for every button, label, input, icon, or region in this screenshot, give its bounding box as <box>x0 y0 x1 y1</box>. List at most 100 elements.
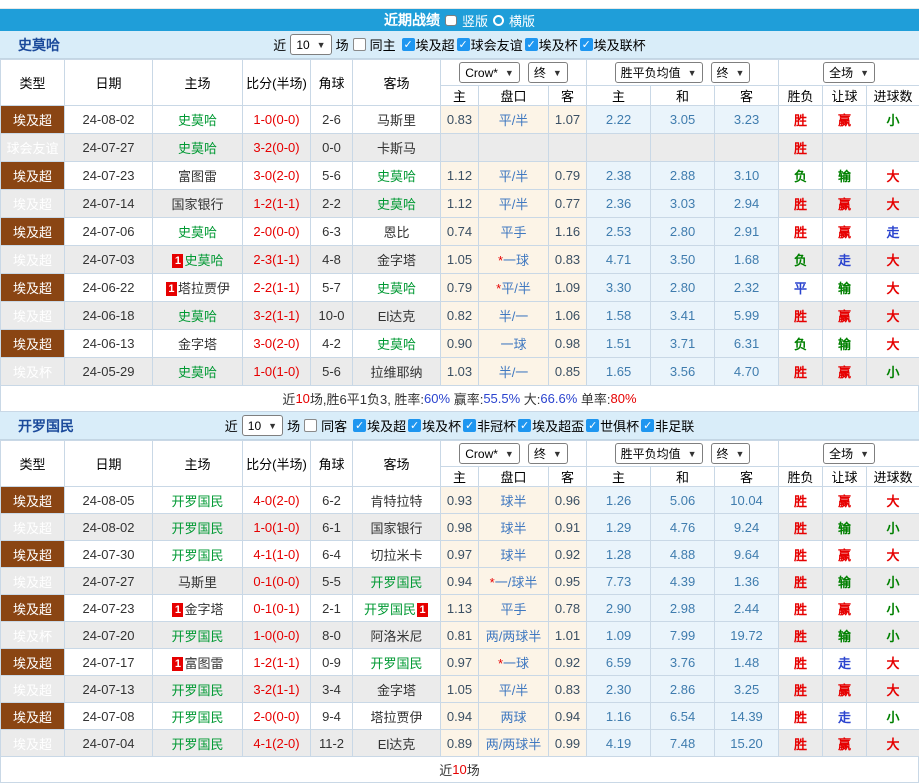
league-cell: 埃及超 <box>1 218 65 246</box>
home-team-link[interactable]: 富图雷 <box>184 656 223 671</box>
home-team-link[interactable]: 史莫哈 <box>178 365 217 380</box>
away-team-link[interactable]: 塔拉贾伊 <box>370 710 422 725</box>
home-team-link[interactable]: 塔拉贾伊 <box>178 281 230 296</box>
away-odds-cell: 0.98 <box>549 330 587 358</box>
league-cell: 球会友谊 <box>1 134 65 162</box>
away-team-link[interactable]: 国家银行 <box>370 521 422 536</box>
same-venue-checkbox[interactable] <box>304 419 317 432</box>
league-checkbox[interactable]: ✓ <box>457 38 470 51</box>
away-team-link[interactable]: 史莫哈 <box>377 337 416 352</box>
mean-away-cell: 2.94 <box>715 190 779 218</box>
league-filter-item: ✓埃及联杯 <box>580 35 646 54</box>
league-checkbox[interactable]: ✓ <box>641 419 654 432</box>
away-team-cell: 金字塔 <box>353 676 441 703</box>
league-checkbox[interactable]: ✓ <box>353 419 366 432</box>
games-count-select[interactable]: 10▼ <box>290 34 331 55</box>
away-team-cell: 拉维耶纳 <box>353 358 441 386</box>
home-team-link[interactable]: 马斯里 <box>178 575 217 590</box>
team-name-link[interactable]: 开罗国民 <box>18 412 74 439</box>
league-checkbox[interactable]: ✓ <box>580 38 593 51</box>
team-name-link[interactable]: 史莫哈 <box>18 31 60 58</box>
mean-stage-select[interactable]: 终▼ <box>711 443 751 464</box>
home-team-link[interactable]: 富图雷 <box>178 169 217 184</box>
summary-part: 55.5% <box>483 391 520 406</box>
subcol-odds-home: 主 <box>441 86 479 106</box>
home-team-link[interactable]: 开罗国民 <box>171 494 223 509</box>
home-team-link[interactable]: 开罗国民 <box>171 683 223 698</box>
home-team-link[interactable]: 史莫哈 <box>178 309 217 324</box>
corner-cell: 6-1 <box>311 514 353 541</box>
away-team-cell: 金字塔 <box>353 246 441 274</box>
league-checkbox[interactable]: ✓ <box>586 419 599 432</box>
away-team-link[interactable]: 金字塔 <box>377 253 416 268</box>
home-team-link[interactable]: 开罗国民 <box>171 629 223 644</box>
away-team-link[interactable]: 拉维耶纳 <box>370 365 422 380</box>
home-team-link[interactable]: 金字塔 <box>178 337 217 352</box>
odds-stage-select[interactable]: 终▼ <box>528 443 568 464</box>
home-team-cell: 史莫哈 <box>153 218 243 246</box>
league-checkbox[interactable]: ✓ <box>408 419 421 432</box>
odds-company-select[interactable]: Crow*▼ <box>459 62 520 83</box>
mean-source-select[interactable]: 胜平负均值▼ <box>615 443 703 464</box>
mean-away-cell: 14.39 <box>715 703 779 730</box>
home-team-link[interactable]: 史莫哈 <box>184 253 223 268</box>
same-venue-checkbox[interactable] <box>353 38 366 51</box>
col-score-header: 比分(半场) <box>243 60 311 106</box>
away-team-link[interactable]: 肯特拉特 <box>370 494 422 509</box>
mean-stage-select[interactable]: 终▼ <box>711 62 751 83</box>
handicap-result-cell: 输 <box>823 162 867 190</box>
away-odds-cell: 0.96 <box>549 487 587 514</box>
odds-stage-select[interactable]: 终▼ <box>528 62 568 83</box>
score-cell: 2-0(0-0) <box>243 703 311 730</box>
league-checkbox-label: 埃及超 <box>416 35 455 54</box>
away-odds-cell: 0.85 <box>549 358 587 386</box>
away-team-link[interactable]: 阿洛米尼 <box>370 629 422 644</box>
away-team-link[interactable]: 史莫哈 <box>377 281 416 296</box>
layout-radio-horizontal[interactable] <box>493 15 504 26</box>
away-team-link[interactable]: El达克 <box>378 309 416 324</box>
scope-select[interactable]: 全场▼ <box>823 443 875 464</box>
away-team-link[interactable]: 开罗国民 <box>364 602 416 617</box>
away-team-link[interactable]: 开罗国民 <box>370 656 422 671</box>
away-team-link[interactable]: 卡斯马 <box>377 141 416 156</box>
away-team-link[interactable]: 史莫哈 <box>377 197 416 212</box>
away-team-link[interactable]: 马斯里 <box>377 113 416 128</box>
odds-company-select[interactable]: Crow*▼ <box>459 443 520 464</box>
games-count-select[interactable]: 10▼ <box>242 415 283 436</box>
goals-result-cell: 小 <box>867 514 919 541</box>
score-cell: 1-2(1-1) <box>243 649 311 676</box>
home-team-link[interactable]: 史莫哈 <box>178 225 217 240</box>
layout-radio-vertical[interactable] <box>445 15 457 26</box>
league-checkbox-label: 世俱杯 <box>600 416 639 435</box>
mean-source-select[interactable]: 胜平负均值▼ <box>615 62 703 83</box>
away-team-link[interactable]: 切拉米卡 <box>370 548 422 563</box>
mean-away-cell: 9.64 <box>715 541 779 568</box>
scope-select[interactable]: 全场▼ <box>823 62 875 83</box>
home-team-link[interactable]: 国家银行 <box>171 197 223 212</box>
away-team-link[interactable]: 恩比 <box>383 225 409 240</box>
home-team-link[interactable]: 开罗国民 <box>171 737 223 752</box>
away-team-link[interactable]: 金字塔 <box>377 683 416 698</box>
away-team-link[interactable]: El达克 <box>378 737 416 752</box>
league-checkbox[interactable]: ✓ <box>525 38 538 51</box>
home-team-link[interactable]: 开罗国民 <box>171 710 223 725</box>
league-checkbox[interactable]: ✓ <box>518 419 531 432</box>
home-team-link[interactable]: 金字塔 <box>184 602 223 617</box>
away-team-link[interactable]: 史莫哈 <box>377 169 416 184</box>
home-team-link[interactable]: 开罗国民 <box>171 548 223 563</box>
goals-result-cell: 大 <box>867 274 919 302</box>
league-checkbox[interactable]: ✓ <box>463 419 476 432</box>
away-team-cell: 恩比 <box>353 218 441 246</box>
date-cell: 24-08-02 <box>65 106 153 134</box>
home-team-link[interactable]: 开罗国民 <box>171 521 223 536</box>
home-team-link[interactable]: 史莫哈 <box>178 113 217 128</box>
home-odds-cell: 0.83 <box>441 106 479 134</box>
rank-badge: 1 <box>166 282 177 296</box>
league-checkbox[interactable]: ✓ <box>402 38 415 51</box>
away-team-link[interactable]: 开罗国民 <box>370 575 422 590</box>
home-team-link[interactable]: 史莫哈 <box>178 141 217 156</box>
